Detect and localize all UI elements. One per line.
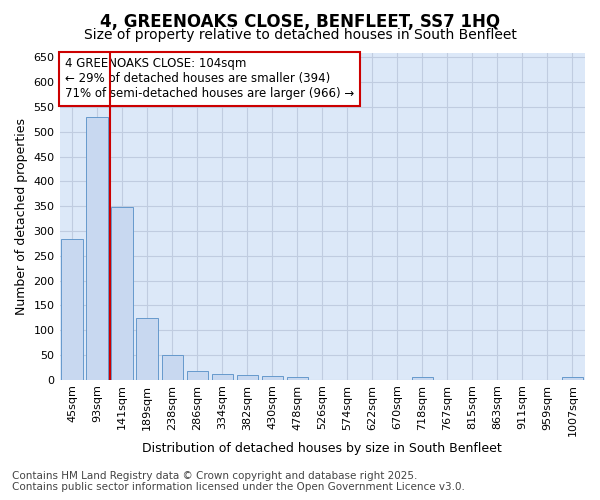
Bar [212, 374, 233, 380]
Text: Size of property relative to detached houses in South Benfleet: Size of property relative to detached ho… [83, 28, 517, 42]
Bar [187, 371, 208, 380]
Bar [61, 240, 83, 380]
X-axis label: Distribution of detached houses by size in South Benfleet: Distribution of detached houses by size … [142, 442, 502, 455]
Bar [287, 377, 308, 380]
Bar [136, 318, 158, 380]
Bar [86, 117, 108, 380]
Bar [236, 375, 258, 380]
Bar [412, 376, 433, 380]
Y-axis label: Number of detached properties: Number of detached properties [15, 118, 28, 314]
Text: 4 GREENOAKS CLOSE: 104sqm
← 29% of detached houses are smaller (394)
71% of semi: 4 GREENOAKS CLOSE: 104sqm ← 29% of detac… [65, 58, 354, 100]
Bar [112, 207, 133, 380]
Bar [262, 376, 283, 380]
Text: Contains HM Land Registry data © Crown copyright and database right 2025.
Contai: Contains HM Land Registry data © Crown c… [12, 471, 465, 492]
Text: 4, GREENOAKS CLOSE, BENFLEET, SS7 1HQ: 4, GREENOAKS CLOSE, BENFLEET, SS7 1HQ [100, 12, 500, 30]
Bar [161, 355, 183, 380]
Bar [562, 377, 583, 380]
